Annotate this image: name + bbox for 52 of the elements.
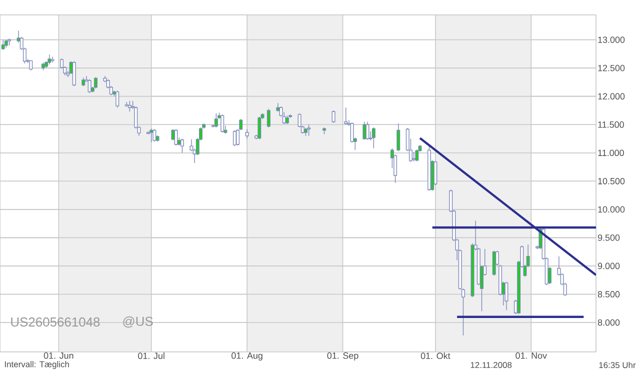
candlestick xyxy=(492,250,496,276)
candlestick xyxy=(258,116,262,140)
text: 12.11.2008 xyxy=(470,362,512,368)
annotation: US2605661048 xyxy=(11,317,100,327)
candlestick xyxy=(266,108,270,128)
candlestick xyxy=(372,127,376,149)
candlestick xyxy=(344,107,348,125)
y-tick-label: 10.500 xyxy=(598,178,625,184)
candlestick xyxy=(150,128,154,142)
y-tick-label: 11.000 xyxy=(598,150,624,156)
x-tick-label: 01. Jun xyxy=(44,352,74,359)
y-tick-label: 12.000 xyxy=(598,93,625,100)
y-tick-label: 9.500 xyxy=(598,234,620,241)
candlestick xyxy=(245,128,249,140)
candlestick xyxy=(29,60,33,71)
candlestick xyxy=(1,39,5,50)
x-tick-label: 01. Okt xyxy=(420,352,450,360)
y-tick-label: 10.000 xyxy=(598,206,625,213)
y-tick-label: 8.000 xyxy=(598,319,620,326)
candlestick xyxy=(307,124,311,136)
candlestick xyxy=(48,54,52,66)
candlestick xyxy=(362,121,366,140)
candlestick xyxy=(152,128,156,142)
y-tick-label: 11.500 xyxy=(598,121,624,128)
y-tick-label: 12.500 xyxy=(598,64,625,72)
candlestick xyxy=(282,112,286,124)
candlestick xyxy=(415,149,419,162)
text: Intervall: Tæglich xyxy=(4,361,69,369)
candlestick xyxy=(332,110,336,124)
text: 16:35 Uhr xyxy=(599,362,636,368)
y-tick-label: 9.000 xyxy=(598,262,620,270)
candlestick xyxy=(72,60,76,86)
y-tick-label: 8.500 xyxy=(598,291,620,298)
x-tick-label: 01. Aug xyxy=(232,352,262,361)
y-tick-label: 13.000 xyxy=(598,36,625,43)
annotation: @US xyxy=(123,316,153,328)
candlestick xyxy=(171,128,175,141)
candlestick xyxy=(412,151,416,162)
candlestick xyxy=(50,56,54,63)
x-tick-label: 01. Jul xyxy=(138,352,164,360)
candlestick xyxy=(214,112,218,128)
candlestick xyxy=(116,90,120,108)
x-tick-label: 01. Nov xyxy=(516,352,547,359)
candlestick xyxy=(128,100,132,112)
candlestick xyxy=(504,281,508,310)
candlestick xyxy=(180,138,184,154)
candlestick xyxy=(88,79,92,94)
candlestick xyxy=(220,114,224,133)
candlestick xyxy=(94,76,98,89)
x-tick-label: 01. Sep xyxy=(327,352,358,361)
candlestick xyxy=(174,128,178,146)
candlestick xyxy=(396,123,400,152)
